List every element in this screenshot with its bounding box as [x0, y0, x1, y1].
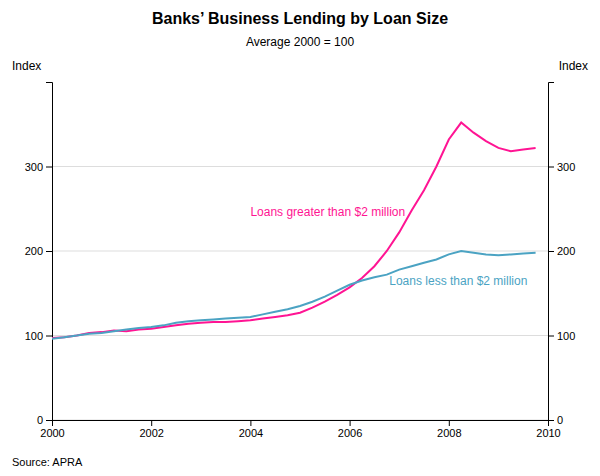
series-line [52, 123, 536, 338]
tick-mark [548, 251, 554, 252]
axis-line [53, 421, 549, 427]
tick-mark [548, 167, 554, 168]
tick: 100 [25, 330, 52, 342]
x-axis: 2000 2002 2004 2006 2008 2010 [40, 420, 560, 439]
annotation: Loans less than $2 million [389, 274, 527, 288]
source: Source: APRA [12, 456, 83, 468]
tick-mark [46, 251, 52, 252]
tick-label: 2006 [338, 427, 362, 439]
grid-line [52, 166, 548, 167]
tick-label: 200 [25, 245, 43, 257]
tick: 100 [548, 330, 575, 342]
tick: 200 [25, 245, 52, 257]
tick-label: 300 [557, 161, 575, 173]
tick-label: 200 [557, 245, 575, 257]
tick-label: 2008 [437, 427, 461, 439]
tick: 0 [37, 414, 52, 426]
subtitle: Average 2000 = 100 [246, 35, 355, 49]
tick-mark [449, 420, 450, 426]
tick-mark [250, 420, 251, 426]
tick-mark [46, 336, 52, 337]
y2-axis: 0 100 200 300 [548, 83, 575, 427]
grid-line [52, 251, 548, 252]
tick-mark [548, 336, 554, 337]
tick-label: 100 [557, 330, 575, 342]
series-line [52, 251, 536, 339]
title: Banks’ Business Lending by Loan Size [152, 10, 448, 27]
tick: 2008 [437, 420, 461, 439]
annotation: Loans greater than $2 million [250, 205, 405, 219]
y-axis-label: Index [12, 59, 41, 73]
tick-label: 0 [557, 414, 563, 426]
tick-mark [46, 167, 52, 168]
plot-area [52, 123, 536, 339]
axis-line [46, 83, 53, 421]
tick-mark [151, 420, 152, 426]
grid-line [52, 335, 548, 336]
tick: 2004 [239, 420, 263, 439]
tick-label: 0 [37, 414, 43, 426]
tick: 200 [548, 245, 575, 257]
tick-mark [548, 420, 554, 421]
grid [52, 167, 548, 421]
tick-label: 2004 [239, 427, 263, 439]
texts: Banks’ Business Lending by Loan Size Aver… [12, 10, 588, 468]
tick: 2002 [139, 420, 163, 439]
tick-mark [46, 420, 52, 421]
tick-label: 2010 [536, 427, 560, 439]
y-axis: 0 100 200 300 [25, 83, 53, 427]
tick: 2000 [40, 420, 64, 439]
tick-label: 300 [25, 161, 43, 173]
chart: 2000200220042006200820100100200300010020… [0, 0, 600, 476]
tick-label: 100 [25, 330, 43, 342]
tick: 2006 [338, 420, 362, 439]
tick-label: 2002 [139, 427, 163, 439]
tick-mark [350, 420, 351, 426]
y2-axis-label: Index [559, 59, 588, 73]
axis-line [549, 83, 555, 421]
tick: 300 [25, 161, 52, 173]
tick: 0 [548, 414, 563, 426]
tick: 300 [548, 161, 575, 173]
tick-label: 2000 [40, 427, 64, 439]
